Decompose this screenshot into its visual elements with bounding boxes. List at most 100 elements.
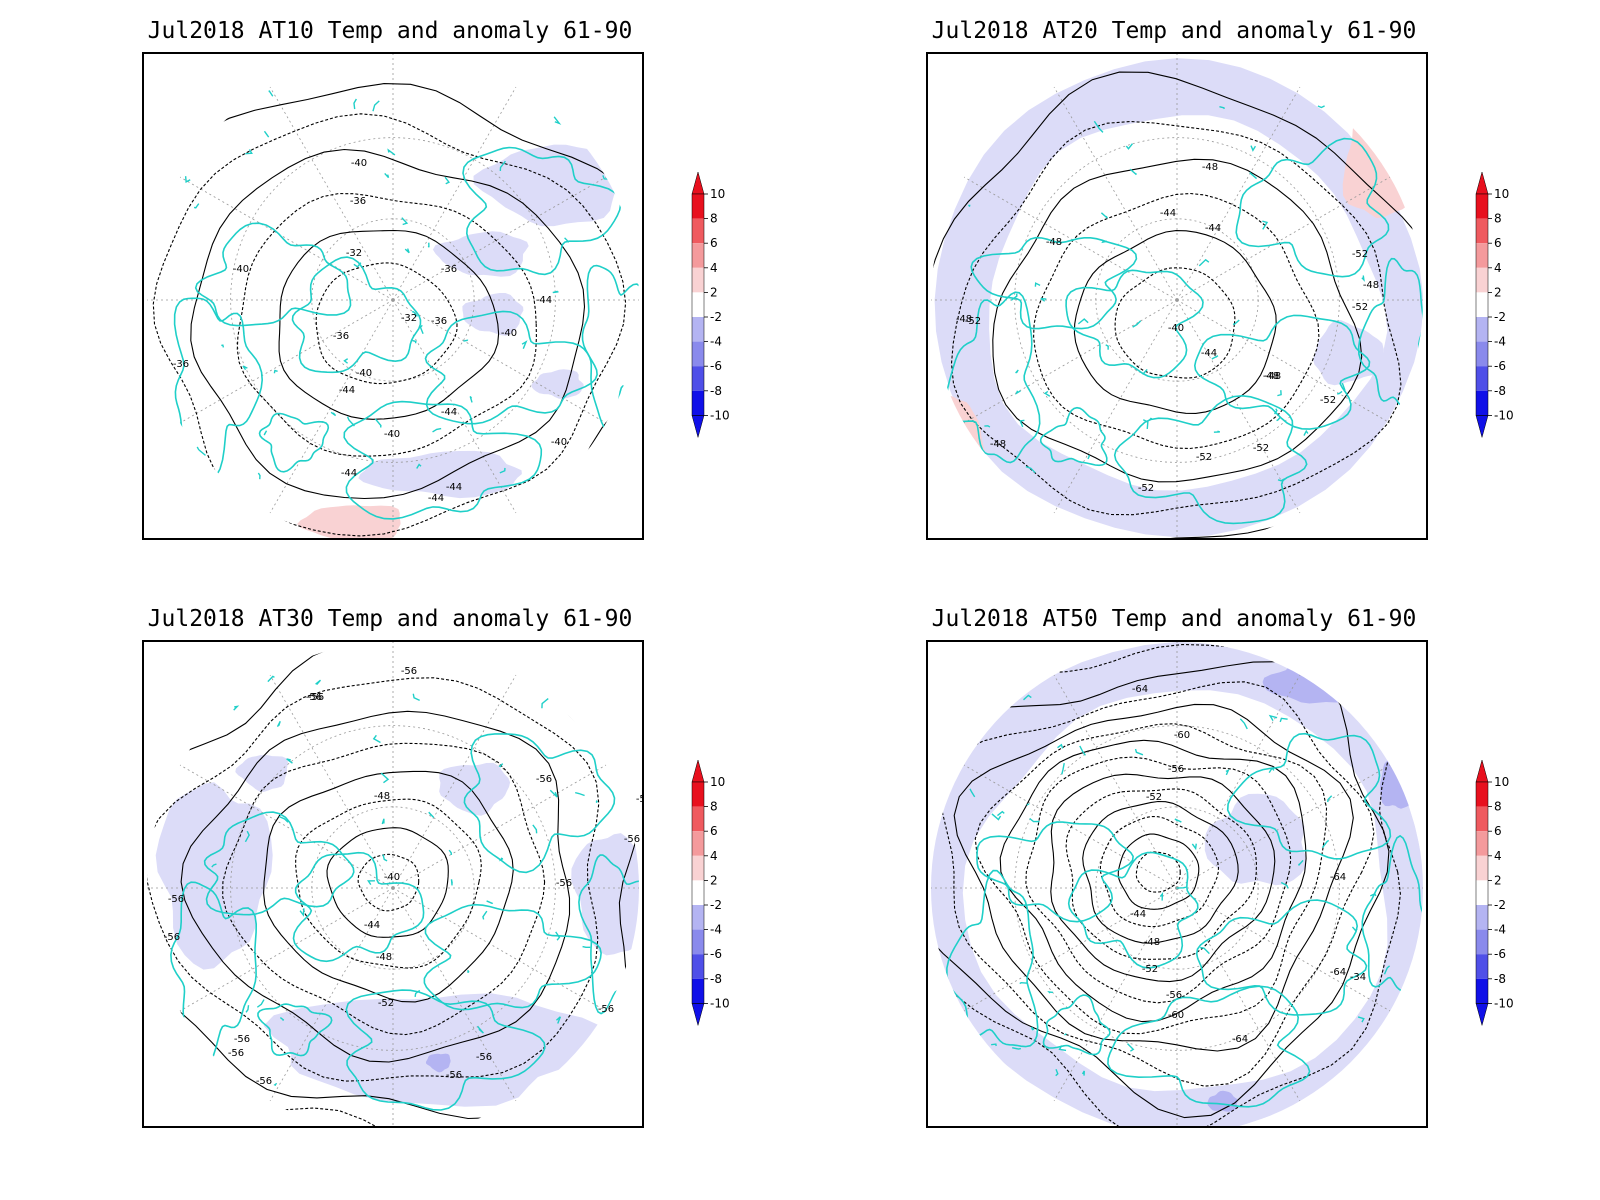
coastline-segment [991,1043,997,1047]
temperature-contour [992,158,1363,483]
temperature-contour [1025,756,1292,1004]
coastline-segment [595,800,599,804]
latitude-circle [230,725,556,1051]
colorbar-label: -2 [1494,310,1506,324]
colorbar-label: -8 [1494,972,1506,986]
contour-label: -44 [1130,909,1146,920]
coastline-segment [486,900,494,905]
anomaly-colorbar: 10 8 6 4 2 -2 -4 -6 -8 -10 [690,759,760,1050]
coastline [257,1003,333,1057]
contour-label: -44 [1205,223,1221,234]
colorbar-outline [1475,193,1489,416]
coastline-segment [1040,297,1047,302]
colorbar-svg: 10 8 6 4 2 -2 -4 -6 -8 -10 [1475,759,1514,1027]
cold-anomaly-area [155,782,273,970]
colorbar-segment [692,341,704,367]
coastline-segment [463,339,469,342]
coastline-segment [278,815,289,823]
contour-label: -48 [1363,280,1379,291]
meridian-line [963,299,1178,424]
contour-label: -56 [1166,990,1182,1001]
coastline-segment [432,427,442,433]
temperature-contour [263,770,514,1003]
coastline-segment [601,450,610,459]
coastline [945,291,1041,464]
coastline [291,256,422,374]
colorbar-label: 4 [1494,261,1502,275]
coastline-segment [1029,817,1040,823]
colorbar-label: -6 [710,359,722,373]
meridian-line [392,299,607,424]
coastline-segment [428,811,435,819]
contour-label: -48 [1265,371,1281,382]
meridian-line [1053,86,1178,301]
coastline-segment [521,340,528,349]
meridian-line [179,176,394,301]
coastline-segment [1337,390,1343,395]
coastline-segment [1174,818,1182,823]
contour-label: -52 [1138,483,1154,494]
colorbar-label: -4 [1494,335,1506,349]
coastline-segment [412,311,418,317]
panel-title: Jul2018 AT20 Temp and anomaly 61-90 [931,18,1417,44]
colorbar-label: 4 [710,849,718,863]
coastline-segment [412,339,417,344]
meridian-line [1176,299,1301,514]
coastline-segment [384,172,390,179]
coastline-segment [1370,893,1377,897]
coastline-segment [1101,240,1108,244]
coastline [292,851,425,963]
latitude-circle [1014,725,1340,1051]
contour-label: -52 [1320,395,1336,406]
meridian-line [1176,674,1301,889]
colorbar-segment [1476,194,1488,219]
temperature-contour [950,120,1402,516]
contour-label: -52 [1352,302,1368,313]
colorbar-label: -4 [710,923,722,937]
colorbar-segment [692,218,704,244]
colorbar-bottom-arrow [691,1003,705,1027]
meridian-line [1053,674,1178,889]
map-svg: -64 -60 -56 -52 -44 -48 -52 -56 -60 -64 -64 -64 -34 [931,642,1423,1126]
panel-title: Jul2018 AT30 Temp and anomaly 61-90 [147,606,633,632]
colorbar-label: 10 [1494,187,1509,201]
colorbar-label: 2 [1494,285,1502,299]
temperature-contour [953,703,1354,1052]
coastline [970,236,1138,330]
coastline-segment [444,176,451,185]
colorbar-segment [1476,905,1488,930]
coastline-segment [184,176,191,184]
colorbar-label: -10 [1494,996,1514,1010]
coastline [462,146,622,276]
coastline-segment [575,791,585,797]
meridian-line [1176,86,1301,301]
coastline-segment [273,1082,278,1087]
contour-label: -60 [1168,1010,1184,1021]
coastline-segment [401,217,409,226]
coastline-segment [450,879,453,886]
coastline-segment [549,789,558,798]
coastline-segment [330,411,337,417]
coastline-segment [221,344,225,348]
meridian-line [392,887,607,1012]
colorbar-label: 10 [1494,775,1509,789]
coastline-segment [1280,881,1289,889]
coastline-segment [1087,454,1091,460]
coastline [1226,732,1392,860]
contour-label: -56 [1168,764,1184,775]
meridian-line [1176,887,1391,1012]
coastline-segment [582,945,591,949]
coastline-segment [969,788,976,798]
colorbar-segment [1476,366,1488,391]
coastline-segment [1279,717,1288,723]
coastline-segment [1317,105,1325,109]
coastline-segment [346,416,355,427]
meridian-line [392,674,517,889]
coastline-segment [1232,319,1240,326]
contour-label: -44 [446,482,462,493]
map-disk [931,642,1423,1126]
contour-label: -64 [1330,967,1346,978]
cold-anomaly-area [531,369,584,399]
contour-label: -40 [551,437,567,448]
colorbar-segment [692,243,704,268]
